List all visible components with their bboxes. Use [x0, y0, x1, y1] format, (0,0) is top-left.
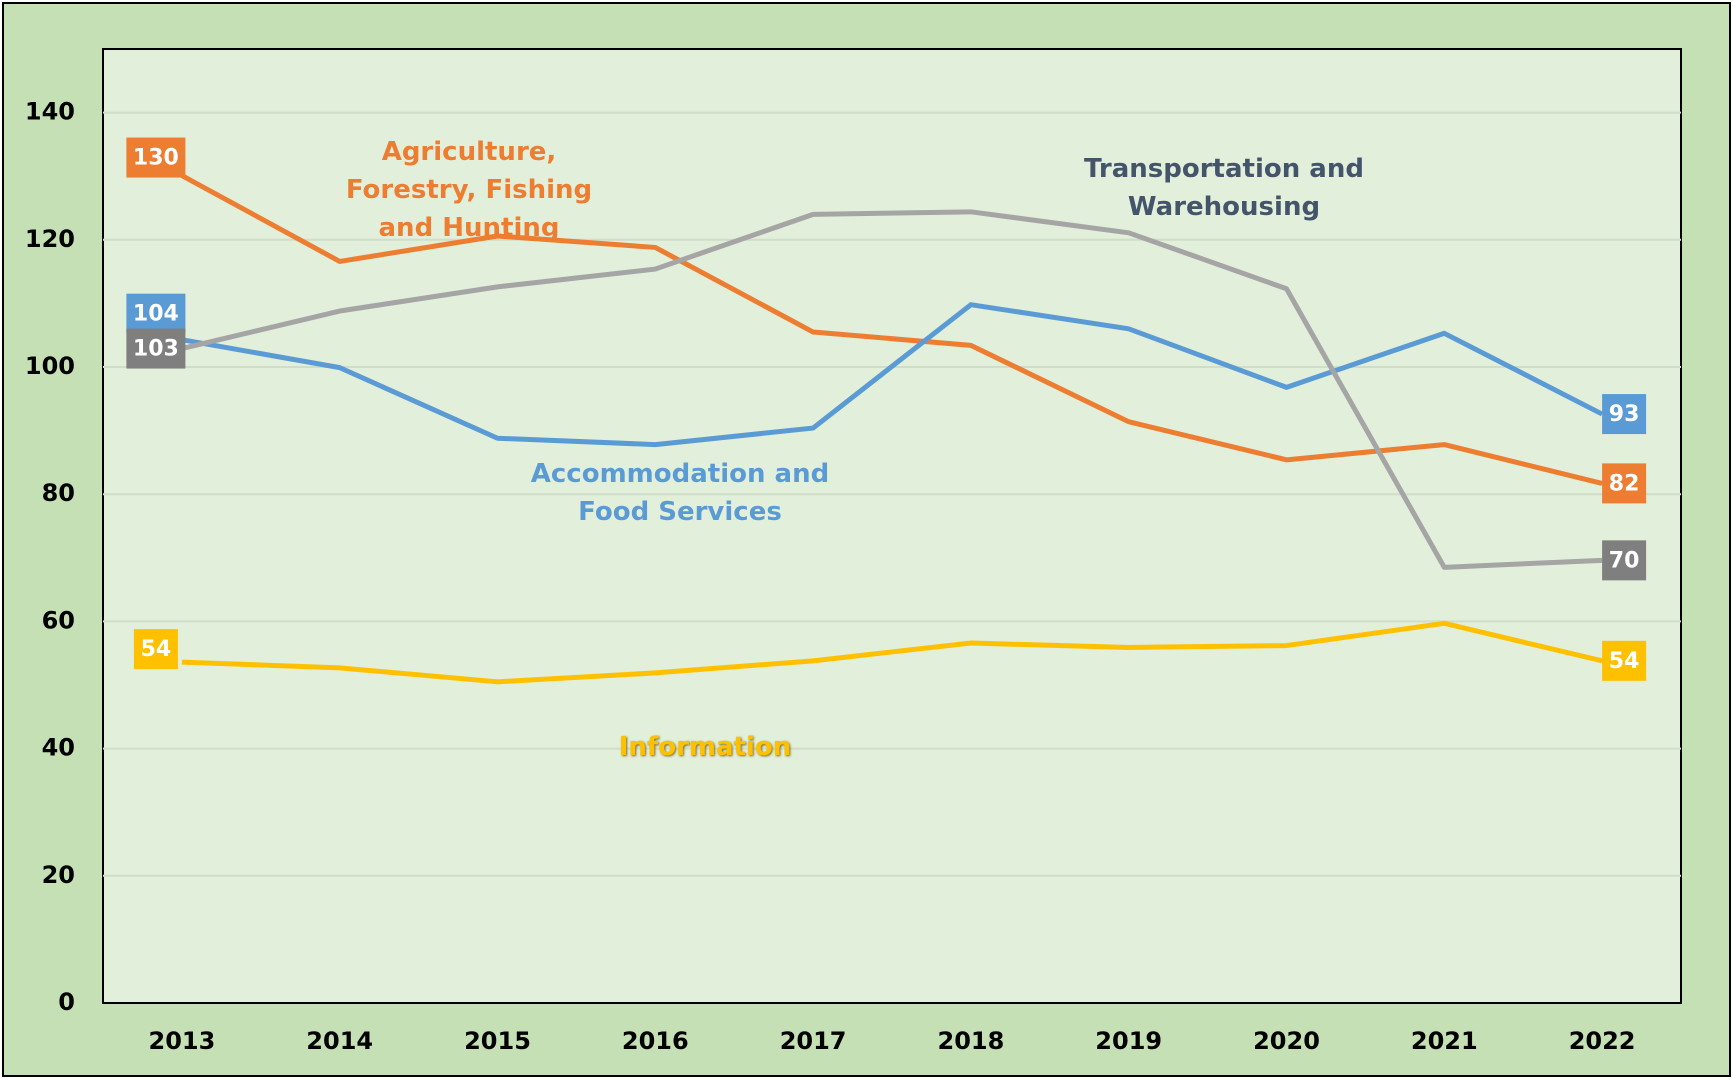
x-tick-label: 2017 [780, 1027, 847, 1055]
data-label: 103 [126, 328, 186, 369]
x-tick-label: 2016 [622, 1027, 689, 1055]
data-label-text: 130 [133, 146, 179, 171]
data-label: 54 [133, 629, 178, 670]
data-label: 130 [126, 137, 186, 178]
data-label-box [1602, 463, 1647, 504]
data-label-box [1602, 640, 1647, 681]
data-label-box [1602, 394, 1647, 435]
data-label-box [126, 293, 186, 334]
x-tick-label: 2022 [1569, 1027, 1636, 1055]
series-label: Agriculture, Forestry, Fishing and Hunti… [345, 137, 593, 243]
series-line [181, 302, 1604, 448]
x-tick-label: 2021 [1411, 1027, 1478, 1055]
data-label-text: 70 [1609, 548, 1640, 573]
series-label: Transportation and Warehousing [1084, 154, 1364, 222]
data-label-text: 54 [141, 637, 172, 662]
data-label: 54 [1602, 640, 1647, 681]
y-tick-label: 120 [25, 225, 75, 253]
y-tick-label: 80 [42, 479, 75, 507]
x-tick-label: 2020 [1253, 1027, 1320, 1055]
x-tick-label: 2018 [938, 1027, 1005, 1055]
data-label-text: 104 [133, 302, 179, 327]
data-label: 93 [1602, 394, 1647, 435]
x-tick-label: 2014 [306, 1027, 373, 1055]
series-line [181, 209, 1603, 570]
data-label-box [133, 629, 178, 670]
x-tick-label: 2019 [1095, 1027, 1162, 1055]
data-label-box [1602, 540, 1647, 581]
data-label-box [126, 328, 186, 369]
y-tick-label: 140 [25, 98, 75, 126]
data-label: 104 [126, 293, 186, 334]
data-label: 70 [1602, 540, 1647, 581]
x-tick-label: 2015 [464, 1027, 531, 1055]
data-label-text: 82 [1609, 471, 1640, 496]
plot-area [102, 48, 1682, 1004]
data-label-text: 103 [133, 337, 179, 362]
series-line [181, 620, 1603, 685]
y-tick-label: 100 [25, 352, 75, 380]
x-tick-label: 2013 [149, 1027, 216, 1055]
series-label: Accommodation and Food Services [530, 459, 830, 527]
y-tick-label: 60 [42, 606, 75, 634]
y-tick-label: 0 [58, 988, 75, 1016]
data-label: 82 [1602, 463, 1647, 504]
y-tick-label: 20 [42, 861, 75, 889]
series-line [180, 173, 1603, 486]
data-label-text: 93 [1609, 402, 1640, 427]
y-tick-label: 40 [42, 734, 75, 762]
data-label-text: 54 [1609, 649, 1640, 674]
series-label: Information [618, 732, 792, 762]
data-label-box [126, 137, 186, 178]
